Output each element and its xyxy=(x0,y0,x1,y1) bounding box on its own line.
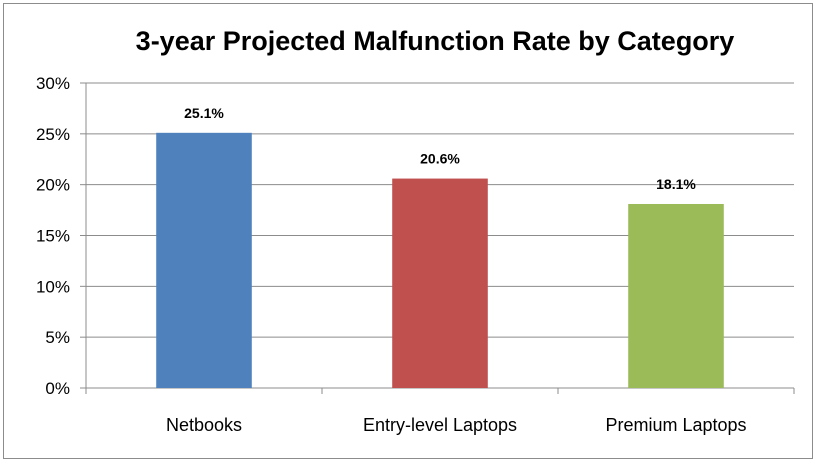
y-tick-label: 0% xyxy=(45,379,70,398)
chart-title: 3-year Projected Malfunction Rate by Cat… xyxy=(136,26,735,56)
bar-entry-level-laptops xyxy=(392,178,488,388)
category-label: Entry-level Laptops xyxy=(363,415,517,435)
y-tick-label: 15% xyxy=(36,227,70,246)
category-label: Netbooks xyxy=(166,415,242,435)
y-tick-label: 30% xyxy=(36,74,70,93)
labels: 0% 5% 10% 15% 20% 25% 30% 25.1% Netbooks 20.6% Ent… xyxy=(36,74,747,435)
data-label: 20.6% xyxy=(420,151,460,167)
data-label: 25.1% xyxy=(184,105,224,121)
bars xyxy=(156,132,724,388)
data-label: 18.1% xyxy=(656,176,696,192)
bar-premium-laptops xyxy=(628,203,724,388)
y-tick-label: 10% xyxy=(36,277,70,296)
y-tick-label: 25% xyxy=(36,125,70,144)
y-tick-label: 5% xyxy=(45,328,70,347)
y-tick-label: 20% xyxy=(36,176,70,195)
category-label: Premium Laptops xyxy=(605,415,746,435)
bar-netbooks xyxy=(156,132,252,388)
